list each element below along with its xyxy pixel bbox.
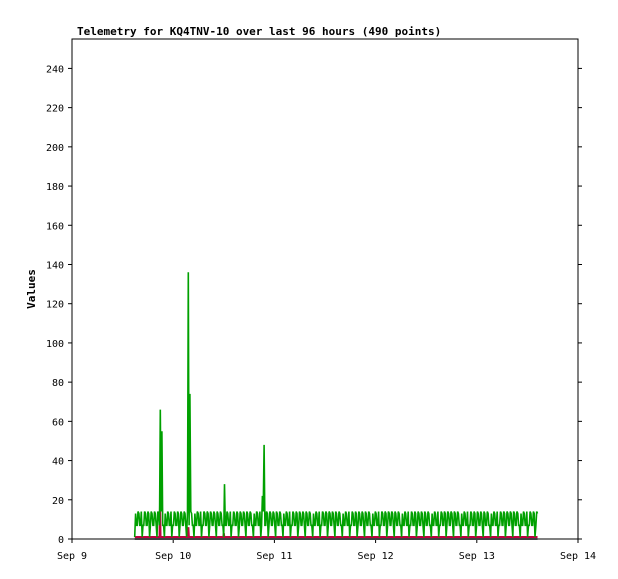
y-tick-label: 20 [52,496,64,507]
y-tick-label: 220 [46,104,64,115]
y-tick-label: 200 [46,143,64,154]
series-group [133,272,539,540]
x-tick-label: Sep 13 [459,551,495,562]
x-tick-label: Sep 9 [57,551,87,562]
y-tick-label: 0 [58,535,64,546]
x-axis: Sep 9 Sep 10 Sep 11 Sep 12 Sep 13 Sep 14 [57,539,596,562]
plot-area [71,38,579,540]
y-tick-label: 60 [52,417,64,428]
x-tick-label: Sep 10 [155,551,191,562]
x-tick-label: Sep 12 [358,551,394,562]
y-tick-label: 180 [46,182,64,193]
y-tick-label: 240 [46,64,64,75]
y-tick-label: 160 [46,221,64,232]
y-axis-label: Values [25,269,38,309]
y-tick-label: 120 [46,300,64,311]
y-axis: 0 20 40 60 80 100 120 140 160 180 200 220 240 [46,64,582,546]
x-tick-label: Sep 11 [256,551,292,562]
chart-title: Telemetry for KQ4TNV-10 over last 96 hou… [77,25,441,38]
x-tick-label: Sep 14 [560,551,596,562]
y-tick-label: 80 [52,378,64,389]
series-line-green [133,272,539,538]
y-tick-label: 100 [46,339,64,350]
y-tick-label: 140 [46,260,64,271]
y-tick-label: 40 [52,457,64,468]
